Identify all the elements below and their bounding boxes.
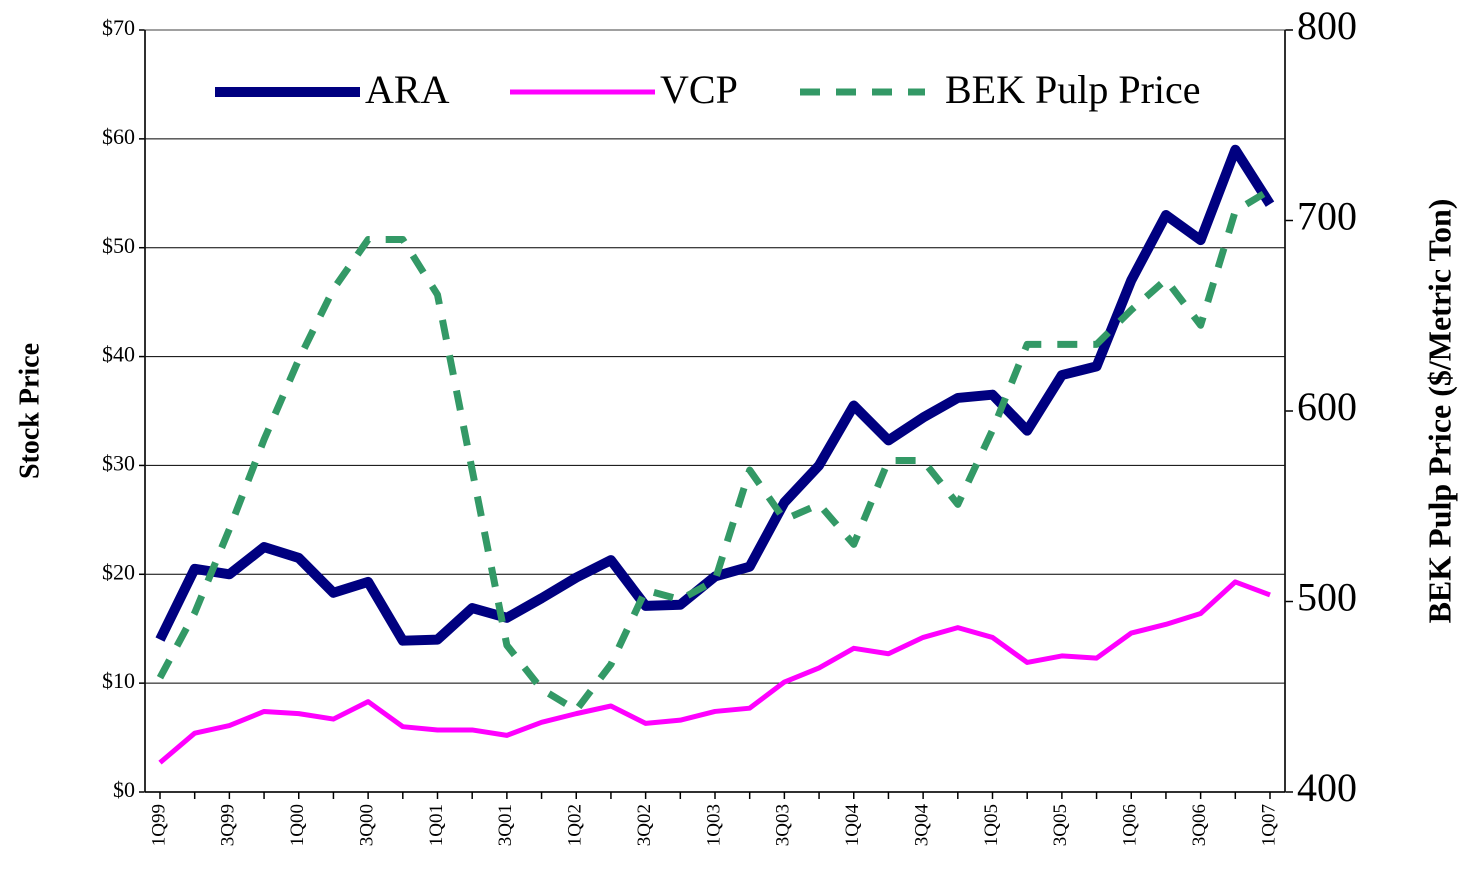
y-axis-label: Stock Price [14, 343, 45, 479]
x-tick-label: 3Q03 [773, 804, 794, 846]
legend-label: BEK Pulp Price [945, 67, 1201, 112]
x-tick-label: 1Q07 [1258, 804, 1279, 846]
x-tick-label: 3Q02 [634, 804, 655, 846]
y-tick-label: $70 [102, 15, 135, 40]
y-tick-label: $10 [102, 668, 135, 693]
y2-tick-label: 500 [1297, 575, 1357, 620]
plot-frame [144, 29, 1286, 793]
x-tick-label: 1Q01 [426, 804, 447, 846]
series-line [155, 144, 1275, 646]
x-tick-label: 3Q00 [356, 804, 377, 846]
legend-label: VCP [660, 67, 738, 112]
y-tick-label: $0 [113, 777, 135, 802]
y-tick-label: $50 [102, 233, 135, 258]
y2-tick-label: 700 [1297, 194, 1357, 239]
x-tick-label: 3Q06 [1189, 804, 1210, 846]
x-tick-label: 1Q03 [703, 804, 724, 846]
series-line [158, 579, 1271, 765]
x-tick-label: 1Q00 [287, 804, 308, 846]
series-line [156, 187, 1272, 714]
y-tick-label: $30 [102, 450, 135, 475]
y-tick-label: $20 [102, 559, 135, 584]
x-tick-label: 1Q06 [1120, 804, 1141, 846]
x-tick-label: 1Q04 [842, 804, 863, 847]
x-tick-label: 1Q05 [981, 804, 1002, 846]
x-tick-label: 3Q04 [911, 804, 932, 847]
x-tick-label: 3Q99 [218, 804, 239, 846]
x-tick-label: 1Q02 [565, 804, 586, 846]
x-tick-label: 3Q01 [495, 804, 516, 846]
x-tick-label: 1Q99 [148, 804, 169, 846]
y-tick-label: $60 [102, 124, 135, 149]
y2-tick-label: 600 [1297, 384, 1357, 429]
y-tick-label: $40 [102, 342, 135, 367]
y2-tick-label: 400 [1297, 765, 1357, 810]
x-tick-label: 3Q05 [1050, 804, 1071, 846]
legend-label: ARA [365, 67, 450, 112]
y2-tick-label: 800 [1297, 3, 1357, 48]
y2-axis-label: BEK Pulp Price ($/Metric Ton) [1421, 199, 1457, 624]
